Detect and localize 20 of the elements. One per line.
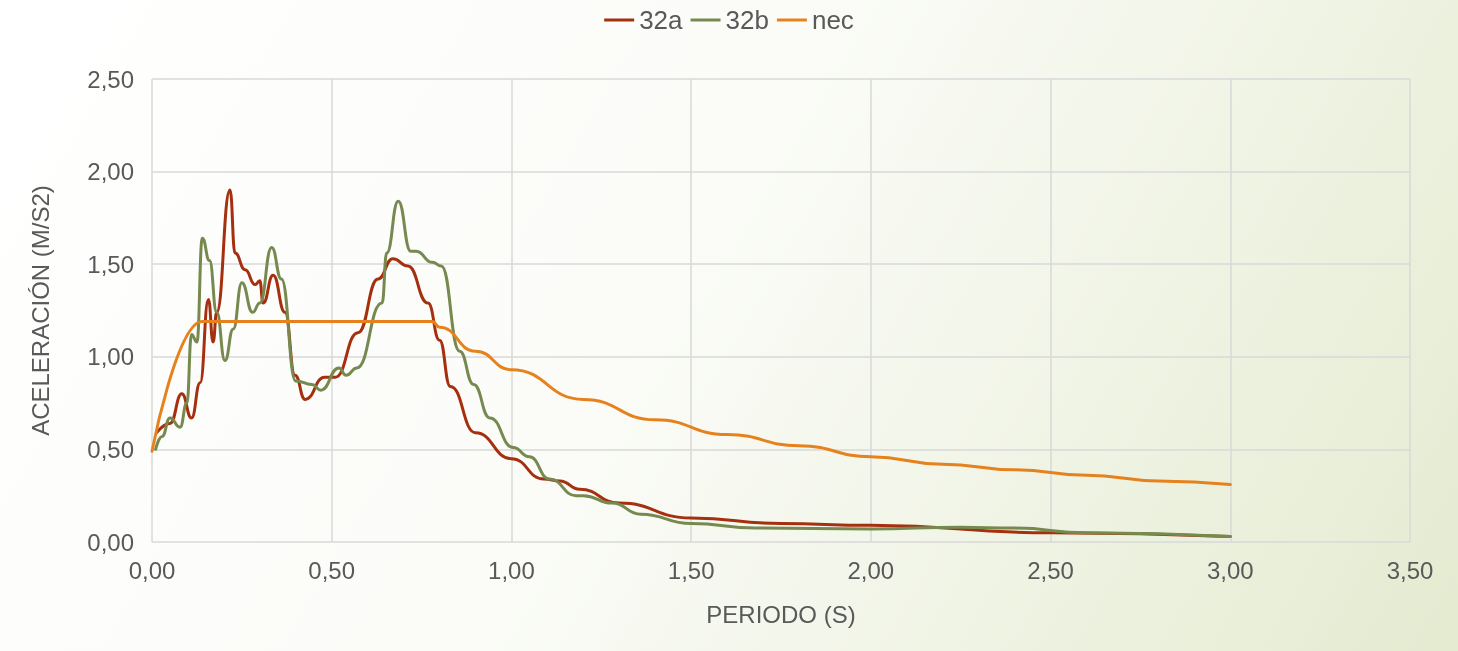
x-axis-title: PERIODO (S) bbox=[706, 600, 856, 628]
x-tick-label: 0,50 bbox=[308, 556, 356, 584]
x-tick-label: 1,00 bbox=[488, 556, 535, 584]
x-tick-label: 1,50 bbox=[667, 556, 715, 584]
legend-label: nec bbox=[811, 5, 854, 35]
y-tick-label: 1,50 bbox=[87, 250, 134, 278]
x-tick-label: 3,00 bbox=[1206, 556, 1254, 584]
y-tick-label: 2,50 bbox=[87, 65, 134, 93]
x-tick-label: 2,00 bbox=[847, 556, 895, 584]
line-series bbox=[150, 320, 1232, 487]
y-axis-title: ACELERACIÓN (M/S2) bbox=[26, 185, 54, 436]
x-tick-label: 0,00 bbox=[128, 556, 176, 584]
x-tick-label: 3,50 bbox=[1386, 556, 1434, 584]
y-tick-label: 0,50 bbox=[87, 435, 134, 463]
y-tick-label: 0,00 bbox=[87, 528, 134, 556]
y-tick-label: 2,00 bbox=[87, 158, 134, 186]
y-tick-label: 1,00 bbox=[87, 343, 134, 371]
legend-label: 32a bbox=[639, 5, 684, 35]
x-tick-label: 2,50 bbox=[1027, 556, 1074, 584]
legend-label: 32b bbox=[725, 5, 769, 35]
